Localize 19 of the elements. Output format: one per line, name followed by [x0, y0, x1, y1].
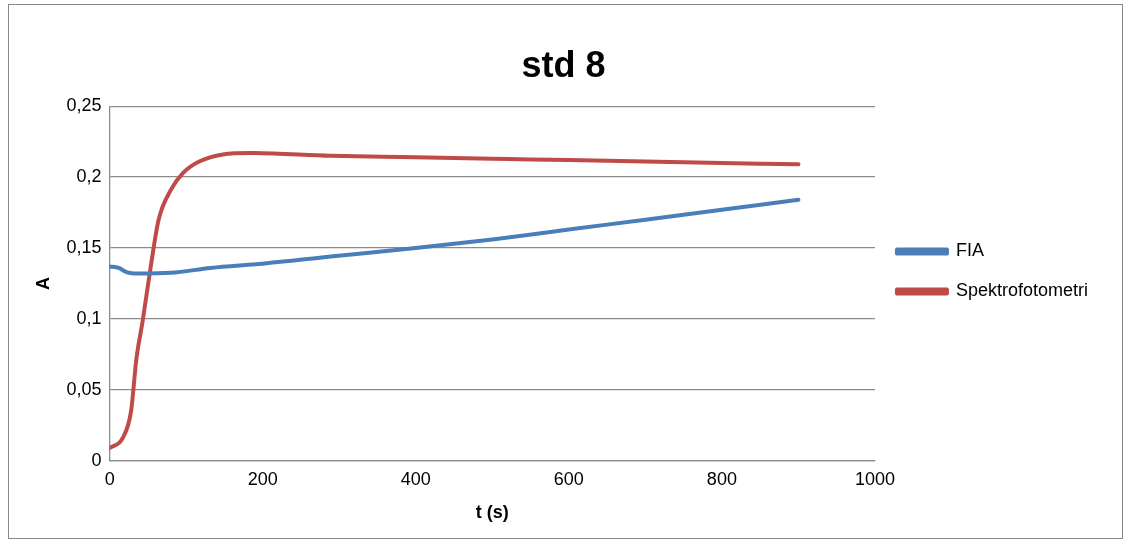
- x-axis-title: t (s): [475, 502, 509, 523]
- y-axis-title: A: [32, 277, 53, 290]
- line-series: [109, 151, 801, 451]
- y-tick-label: 0,2: [76, 166, 102, 187]
- y-tick-label: 0: [91, 449, 102, 470]
- x-tick-label: 200: [247, 468, 278, 489]
- y-tick-label: 0,1: [76, 307, 102, 328]
- legend-label: FIA: [955, 240, 984, 261]
- x-tick-label: 0: [104, 468, 115, 489]
- chart-title: std 8: [521, 43, 606, 85]
- y-tick-label: 0,25: [66, 95, 102, 116]
- x-tick-label: 800: [706, 468, 737, 489]
- x-tick-label: 400: [400, 468, 431, 489]
- legend-label: Spektrofotometri: [955, 280, 1089, 301]
- x-tick-label: 600: [553, 468, 584, 489]
- line-series: [109, 197, 801, 276]
- x-tick-label: 1000: [854, 468, 895, 489]
- y-tick-label: 0,15: [66, 237, 102, 258]
- y-tick-label: 0,05: [66, 378, 102, 399]
